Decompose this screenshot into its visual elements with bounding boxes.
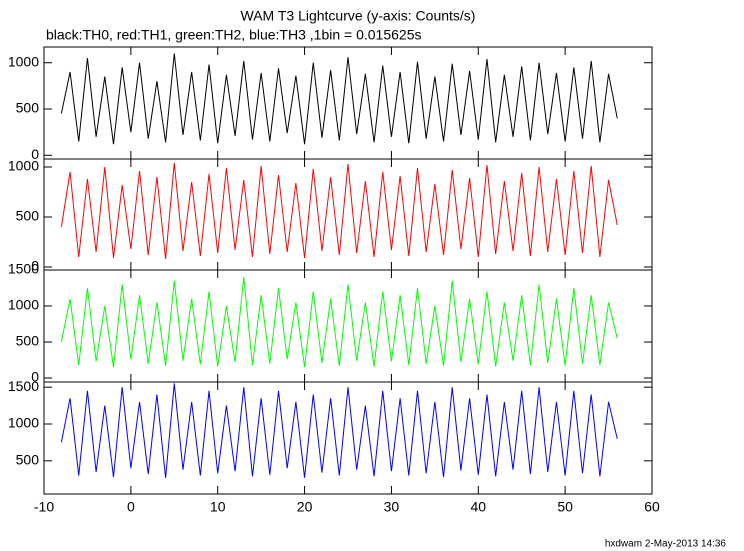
- x-tick-label: 30: [384, 499, 400, 515]
- y-tick-label: 1000: [8, 158, 39, 174]
- light-curve: [60, 277, 618, 368]
- y-tick-label: 0: [31, 258, 39, 274]
- y-tick-label: 0: [31, 146, 39, 162]
- y-tick-label: 500: [16, 208, 40, 224]
- x-tick-label: 50: [557, 499, 573, 515]
- x-tick-label: 10: [210, 499, 226, 515]
- x-tick-label: 60: [644, 499, 660, 515]
- light-curve: [60, 383, 618, 478]
- y-tick-label: 1000: [8, 415, 39, 431]
- y-tick-label: 500: [16, 452, 40, 468]
- light-curve: [60, 162, 618, 260]
- chart-subtitle: black:TH0, red:TH1, green:TH2, blue:TH3 …: [46, 27, 421, 43]
- y-tick-label: 1000: [8, 53, 39, 69]
- y-tick-label: 500: [16, 100, 40, 116]
- x-tick-label: 0: [127, 499, 135, 515]
- light-curve: [60, 53, 618, 145]
- y-tick-label: 1000: [8, 297, 39, 313]
- footer: hxdwam 2-May-2013 14:36: [605, 539, 727, 550]
- x-tick-label: 20: [297, 499, 313, 515]
- y-tick-label: 1500: [8, 261, 39, 277]
- y-tick-label: 0: [31, 369, 39, 385]
- panel-frame: [43, 381, 653, 495]
- chart-title: WAM T3 Lightcurve (y-axis: Counts/s): [241, 8, 476, 24]
- y-tick-label: 500: [16, 333, 40, 349]
- y-tick-label: 1500: [8, 378, 39, 394]
- x-tick-label: 40: [470, 499, 486, 515]
- x-tick-label: -10: [34, 499, 54, 515]
- panel-frame: [43, 46, 653, 160]
